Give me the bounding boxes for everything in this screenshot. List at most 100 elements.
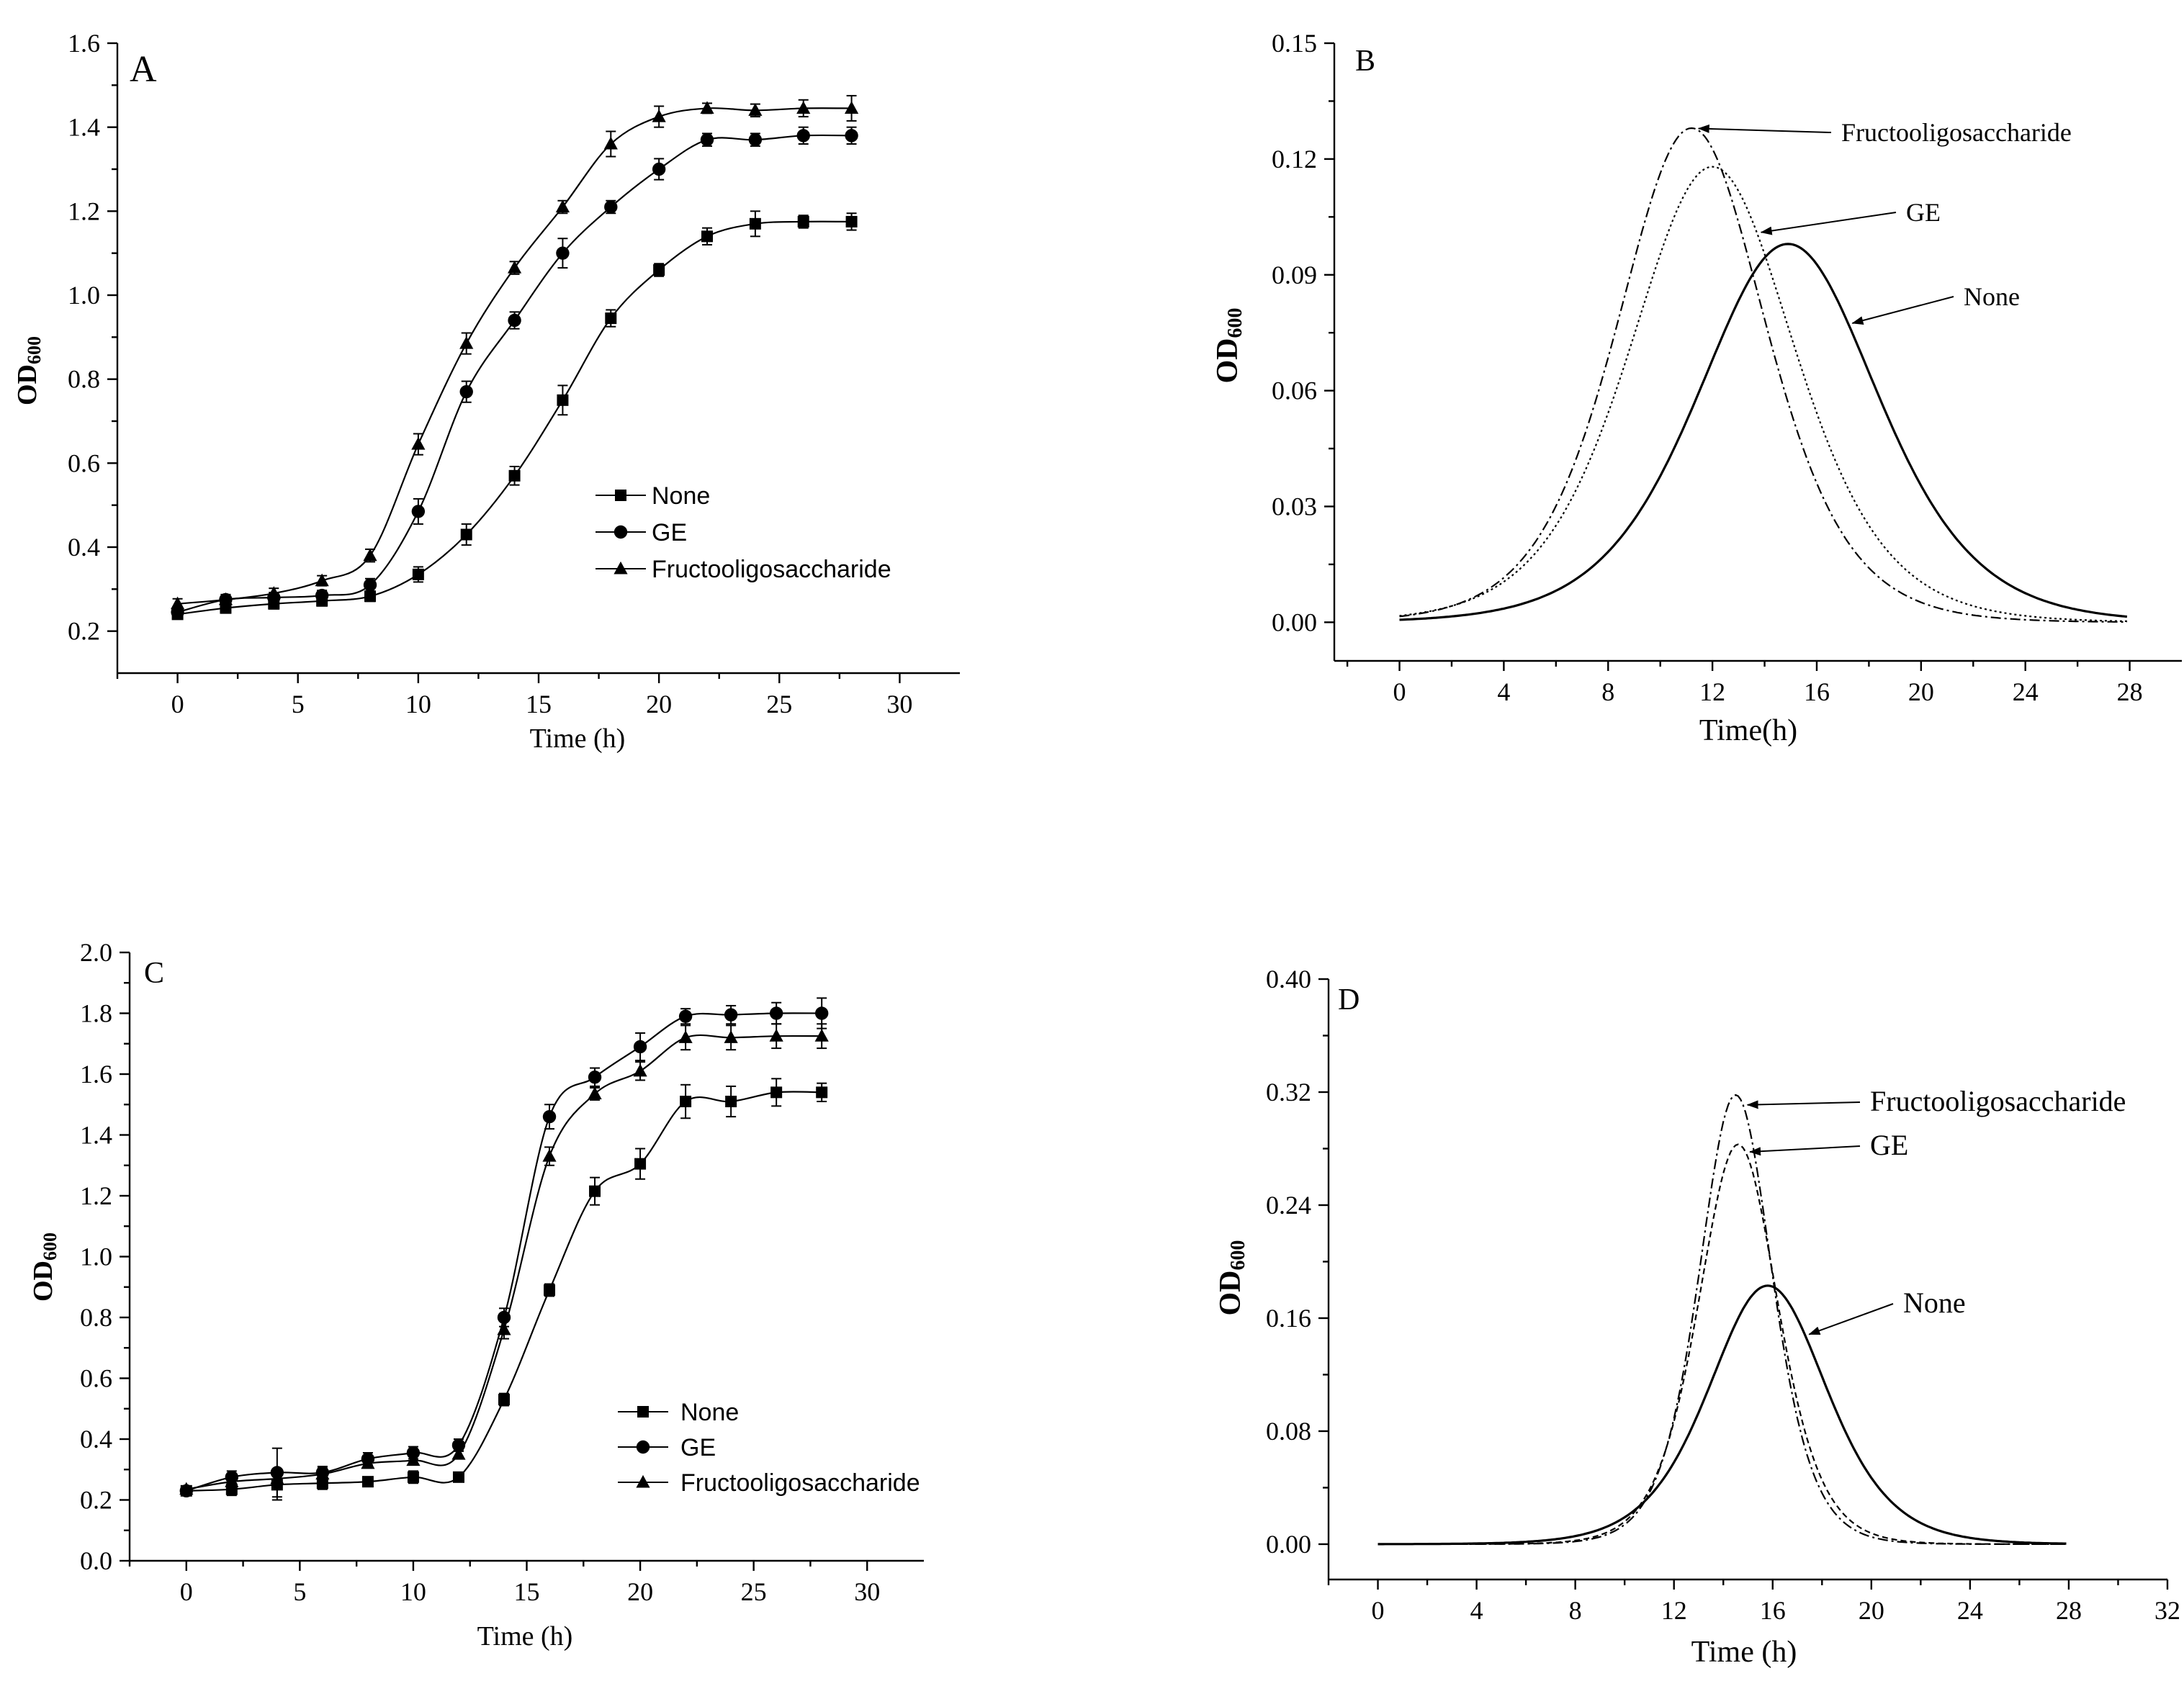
panel-d-ylabel: OD600 [1214,1240,1249,1316]
panel-c-y-tick-label: 0.6 [80,1364,112,1393]
panel-c-x-tick-label: 15 [514,1577,540,1606]
panel-c-y-tick-label: 1.4 [80,1121,112,1150]
panel-d-arrow-fos [1746,1100,1861,1109]
panel-a-chart: A Time (h) OD600 None GE Fructooligosacc… [12,29,960,754]
panel-c-legend-none: None [680,1399,739,1426]
panel-d-annot-fos: Fructooligosaccharide [1870,1085,2126,1117]
panel-c-series-ge-line [186,1012,822,1492]
panel-c-series-ge-legend-marker [636,1440,650,1454]
panel-c-series-none-point [361,1476,374,1488]
panel-d-x-tick-label: 12 [1661,1596,1687,1625]
panel-b-x-tick-label: 16 [1804,677,1830,706]
panel-a-series-ge-point [845,129,858,143]
panel-b-y-tick-label: 0.00 [1272,608,1317,636]
panel-b-y-tick-label: 0.15 [1272,29,1317,58]
panel-c-series-fructooligosaccharide-point [542,1148,557,1162]
panel-a-series-none-point [797,215,809,227]
panel-d-x-tick-label: 20 [1859,1596,1884,1625]
panel-b-x-tick-label: 12 [1699,677,1725,706]
panel-a-series-ge-point [604,200,618,214]
panel-a-x-tick-label: 20 [646,690,672,718]
panel-a-series-fructooligosaccharide-line [177,107,852,605]
panel-c-legend: None GE Fructooligosaccharide [680,1399,920,1497]
panel-b-chart: B Time(h) OD600 Fructooligosaccharide GE… [1211,29,2182,747]
panel-a-y-tick-label: 1.4 [68,113,100,142]
panel-c-series-ge-point [678,1009,693,1023]
panel-d-arrow-none [1808,1303,1894,1335]
panel-b-y-tick-label: 0.06 [1272,377,1317,405]
panel-d-xlabel: Time (h) [1691,1636,1797,1669]
panel-c-xlabel: Time (h) [477,1621,573,1651]
panel-c-series-none-point [589,1185,601,1197]
panel-b-arrow-none [1851,296,1954,325]
panel-d-x-tick-label: 28 [2056,1596,2082,1625]
panel-c-series-none-line [186,1091,822,1492]
panel-c-y-tick-label: 1.6 [80,1060,112,1089]
panel-c-series-fructooligosaccharide-point [225,1474,239,1487]
panel-a-ylabel: OD600 [12,336,45,405]
panel-b-x-tick-label: 8 [1601,677,1614,706]
panel-a-series-none-line [177,220,852,616]
panel-c-series-none-point [680,1096,692,1108]
panel-b-x-tick-label: 24 [2013,677,2039,706]
panel-c-y-tick-label: 1.0 [80,1243,112,1271]
panel-c-series-fructooligosaccharide-legend-marker [636,1474,650,1488]
panel-d-y-tick-label: 0.16 [1266,1304,1311,1333]
panel-a-series-fructooligosaccharide-point [844,101,859,114]
panel-c-x-tick-label: 30 [854,1577,880,1606]
panel-a-series-fructooligosaccharide-point [796,101,811,114]
panel-c-x-tick-label: 0 [180,1577,193,1606]
panel-a-series-fructooligosaccharide-point [315,573,329,587]
panel-c-series-fructooligosaccharide-point [179,1482,194,1495]
panel-c-y-tick-label: 1.8 [80,999,112,1028]
panel-a-series-none-point [364,590,376,603]
panel-c-series-ge-point [633,1040,647,1054]
panel-c-series-none-point [407,1471,419,1483]
panel-d-chart: D Time (h) OD600 Fructooligosaccharide G… [1214,965,2180,1669]
panel-d-letter: D [1338,983,1360,1017]
panel-c-series-fructooligosaccharide-point [406,1453,421,1466]
panel-a-series-ge-point [700,132,714,147]
panel-d-x-tick-label: 8 [1569,1596,1582,1625]
panel-a-series-ge-point [315,588,329,603]
panel-a-legend: None GE Fructooligosaccharide [652,482,891,583]
panel-c-y-tick-label: 0.2 [80,1486,112,1515]
panel-c-series-none-point [544,1284,556,1296]
panel-a-y-tick-label: 1.6 [68,29,100,58]
panel-d-y-tick-label: 0.32 [1266,1078,1311,1107]
panel-a-x-tick-label: 15 [526,690,552,718]
panel-c-series-none-point [634,1158,647,1170]
panel-a-series-ge-point [459,384,473,399]
panel-c-series-ge-point [814,1006,829,1020]
panel-c-series-ge-point [542,1109,557,1124]
panel-b-series-fructooligosaccharide-curve [1399,127,2127,623]
panel-c-series-ge-point [724,1008,738,1022]
panel-a-x-tick-label: 5 [292,690,305,718]
panel-a-legend-fos: Fructooligosaccharide [652,556,891,583]
panel-a-x-tick-label: 25 [766,690,792,718]
panel-c-series-fructooligosaccharide-point [361,1456,375,1469]
panel-a-series-ge-point [556,246,570,260]
panel-a-series-fructooligosaccharide-point [170,596,185,610]
panel-c-series-fructooligosaccharide-point [814,1029,829,1042]
panel-a-series-none-point [749,217,761,230]
panel-c-series-fructooligosaccharide-point [451,1447,466,1460]
panel-a-series-none-point [701,230,713,243]
panel-a-y-tick-label: 1.0 [68,281,100,310]
panel-a-y-tick-label: 1.2 [68,197,100,225]
panel-a-series-none-point [605,312,617,325]
panel-c-y-tick-label: 0.8 [80,1303,112,1332]
panel-d-x-tick-label: 32 [2154,1596,2180,1625]
panel-a-legend-none: None [652,482,710,510]
panel-c-series-none-point [452,1471,464,1483]
panel-b-x-tick-label: 20 [1908,677,1934,706]
panel-d-y-tick-label: 0.24 [1266,1191,1311,1220]
panel-b-y-tick-label: 0.09 [1272,261,1317,289]
panel-c-series-fructooligosaccharide-point [724,1030,738,1043]
panel-c-series-none-point [498,1394,510,1406]
panel-b-annot-none: None [1964,282,2020,311]
panel-d-x-tick-label: 16 [1760,1596,1786,1625]
panel-a-series-fructooligosaccharide-point [507,261,522,274]
panel-c-series-none-legend-marker [637,1406,649,1418]
